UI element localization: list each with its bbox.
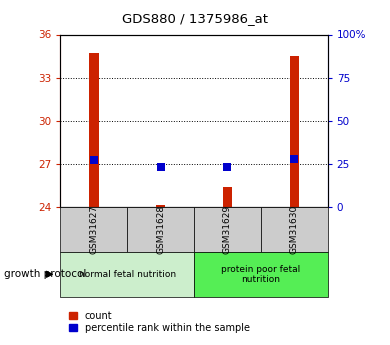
Point xyxy=(224,165,230,170)
Legend: count, percentile rank within the sample: count, percentile rank within the sample xyxy=(65,307,254,337)
Point xyxy=(291,156,297,161)
Text: GSM31629: GSM31629 xyxy=(223,205,232,254)
Text: GSM31630: GSM31630 xyxy=(290,205,299,254)
Text: protein poor fetal
nutrition: protein poor fetal nutrition xyxy=(221,265,300,284)
Point xyxy=(91,157,97,162)
Point xyxy=(158,165,164,170)
Text: GSM31627: GSM31627 xyxy=(89,205,98,254)
Bar xyxy=(156,205,165,207)
Text: normal fetal nutrition: normal fetal nutrition xyxy=(79,270,176,279)
Text: growth protocol: growth protocol xyxy=(4,269,86,279)
Text: GDS880 / 1375986_at: GDS880 / 1375986_at xyxy=(122,12,268,25)
Text: GSM31628: GSM31628 xyxy=(156,205,165,254)
Bar xyxy=(223,187,232,207)
Bar xyxy=(289,56,299,207)
Bar xyxy=(89,53,99,207)
